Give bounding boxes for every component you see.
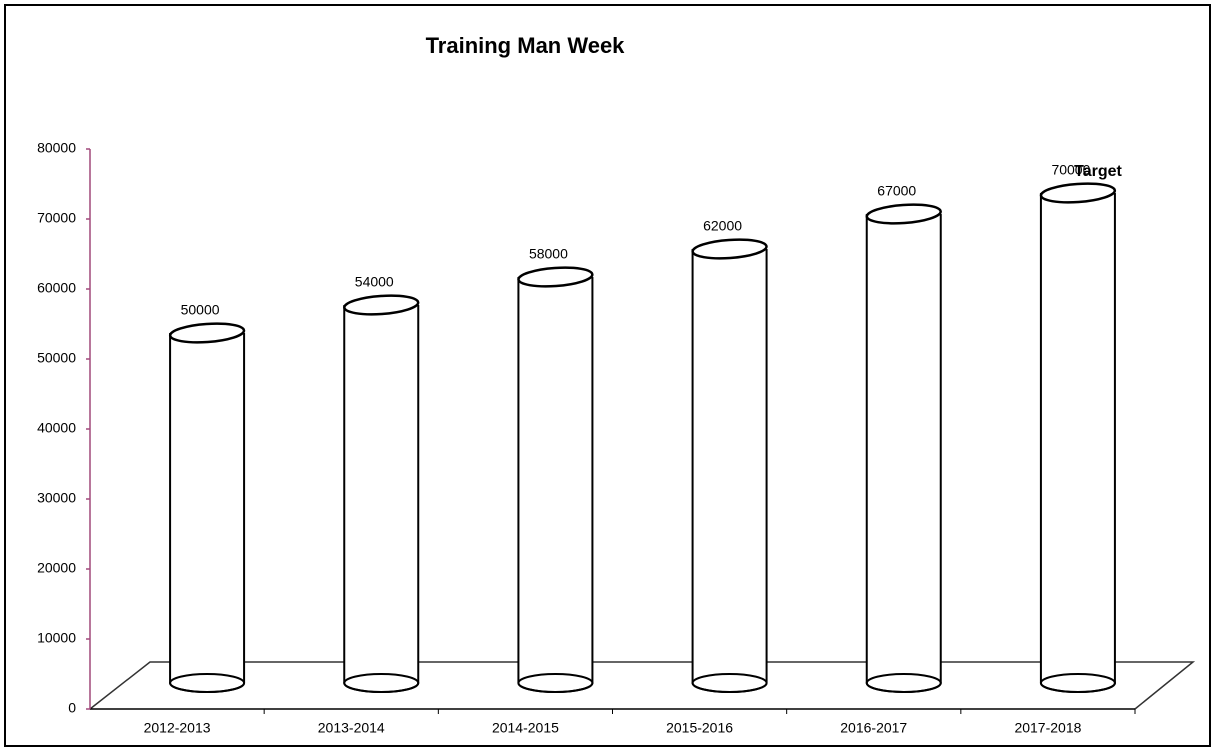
cylinder-base xyxy=(517,673,594,693)
chart-title: Training Man Week xyxy=(426,33,626,58)
cylinder-top xyxy=(168,322,246,344)
x-tick-label: 2015-2016 xyxy=(666,720,733,736)
y-tick-label: 40000 xyxy=(37,420,76,436)
cylinder-base xyxy=(1039,673,1116,693)
cylinder-base xyxy=(343,673,420,693)
cylinder xyxy=(691,249,768,693)
cylinder xyxy=(169,333,246,693)
y-tick-label: 0 xyxy=(68,700,76,716)
cylinder-top xyxy=(691,238,768,260)
cylinder-top xyxy=(865,203,942,225)
cylinder xyxy=(865,214,942,693)
y-tick-label: 70000 xyxy=(37,210,76,226)
cylinder xyxy=(517,277,594,693)
y-tick-label: 80000 xyxy=(37,140,76,156)
y-tick-label: 20000 xyxy=(37,560,76,576)
value-label: 58000 xyxy=(529,246,568,262)
cylinder-base xyxy=(691,673,768,693)
x-tick-label: 2013-2014 xyxy=(318,720,385,736)
value-label: 50000 xyxy=(181,302,220,318)
x-tick-label: 2016-2017 xyxy=(840,720,907,736)
y-tick-label: 60000 xyxy=(37,280,76,296)
x-tick-label: 2012-2013 xyxy=(144,720,211,736)
y-tick-label: 10000 xyxy=(37,630,76,646)
cylinder-base xyxy=(169,673,246,693)
value-label: 67000 xyxy=(877,183,916,199)
value-label: 54000 xyxy=(355,274,394,290)
cylinder-base xyxy=(865,673,942,693)
y-tick-label: 50000 xyxy=(37,350,76,366)
cylinder-top xyxy=(1039,182,1117,204)
cylinder-top xyxy=(343,294,420,316)
value-label: 70000 xyxy=(1051,162,1090,178)
floor xyxy=(89,661,1196,710)
annotation: Target xyxy=(1074,163,1122,180)
cylinder-top xyxy=(517,266,594,288)
value-label: 62000 xyxy=(703,218,742,234)
x-tick-label: 2014-2015 xyxy=(492,720,559,736)
cylinder xyxy=(1039,193,1116,693)
x-tick-label: 2017-2018 xyxy=(1014,720,1081,736)
y-tick-label: 30000 xyxy=(37,490,76,506)
cylinder xyxy=(343,305,420,693)
chart-border xyxy=(4,4,1211,747)
